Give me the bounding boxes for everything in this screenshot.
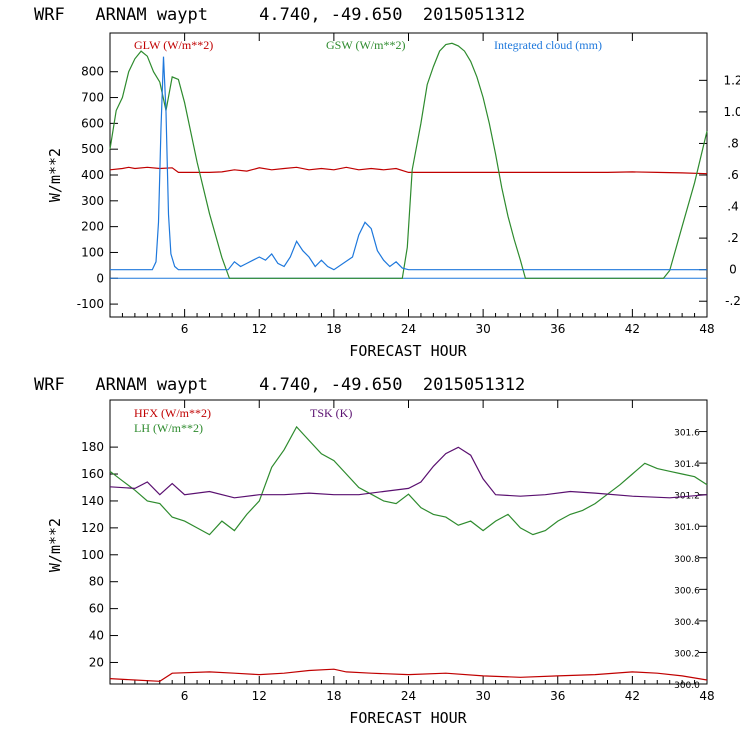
y2-tick-label: 300.2	[674, 649, 700, 659]
y-tick-label: 180	[81, 440, 104, 454]
x-tick-label: 36	[550, 689, 565, 703]
y2-tick-label: -.2	[725, 294, 740, 308]
y-ticks: 20 40 60 80 100 120 140 160 180	[81, 440, 118, 669]
panel-title: WRF ARNAM waypt 4.740, -49.650 201505131…	[34, 375, 525, 395]
x-tick-label: 6	[181, 689, 189, 703]
series-lines	[109, 42, 708, 279]
y-axis-label: W/m**2	[46, 518, 64, 572]
y-tick-label: 0	[96, 271, 104, 285]
y-tick-label: 500	[81, 142, 104, 156]
x-tick-label: 30	[475, 322, 490, 336]
series-line-gsw	[109, 42, 708, 279]
x-ticks: 6 12 18 24 30 36 42 48	[121, 400, 715, 703]
plot-frame	[109, 399, 708, 685]
series-line-integrated	[110, 56, 707, 271]
legend-lh: LH (W/m**2)	[134, 421, 203, 435]
y-tick-label: 600	[81, 116, 104, 130]
legend-tsk: TSK (K)	[310, 406, 352, 420]
flux-temperature-panel: WRF ARNAM waypt 4.740, -49.650 201505131…	[34, 375, 715, 727]
y2-tick-label: 300.6	[674, 586, 700, 596]
legend-hfx: HFX (W/m**2)	[134, 406, 211, 420]
x-tick-label: 48	[699, 689, 714, 703]
y2-tick-label: 1.0	[723, 105, 740, 119]
x-tick-label: 6	[181, 322, 189, 336]
plot-frame	[109, 32, 708, 318]
x-ticks: 6 12 18 24 30 36 42 48	[121, 33, 715, 336]
y-tick-label: 800	[81, 65, 104, 79]
y-tick-label: 120	[81, 521, 104, 535]
legend-gsw: GSW (W/m**2)	[326, 38, 405, 52]
x-tick-label: 18	[326, 689, 341, 703]
y-tick-label: 200	[81, 220, 104, 234]
y2-ticks: -.2 0 .2 .4 .6 .8 1.0 1.2	[699, 73, 740, 308]
y-tick-label: -100	[77, 297, 104, 311]
x-tick-label: 18	[326, 322, 341, 336]
y-tick-label: 160	[81, 467, 104, 481]
legend-glw: GLW (W/m**2)	[134, 38, 213, 52]
y2-tick-label: 300.8	[674, 555, 700, 565]
y2-tick-label: 301.6	[674, 429, 700, 439]
x-tick-label: 12	[252, 322, 267, 336]
y-tick-label: 100	[81, 548, 104, 562]
x-tick-label: 24	[401, 689, 416, 703]
x-tick-label: 42	[625, 689, 640, 703]
x-tick-label: 48	[699, 322, 714, 336]
y-tick-label: 100	[81, 245, 104, 259]
series-lines	[109, 425, 708, 682]
y2-tick-label: 0	[729, 263, 737, 277]
y-tick-label: 400	[81, 168, 104, 182]
y2-tick-label: 300.4	[674, 618, 700, 628]
y2-tick-label: 1.2	[723, 73, 740, 87]
series-line-glw	[109, 166, 708, 175]
x-tick-label: 12	[252, 689, 267, 703]
y-tick-label: 80	[89, 575, 104, 589]
x-axis-label: FORECAST HOUR	[349, 342, 467, 360]
y2-tick-label: 301.0	[674, 523, 700, 533]
y2-tick-label: .8	[727, 136, 738, 150]
y2-tick-label: 301.4	[674, 460, 700, 470]
y2-tick-label: .6	[727, 168, 738, 182]
y-tick-label: 300	[81, 194, 104, 208]
x-tick-label: 30	[475, 689, 490, 703]
y2-tick-label: .2	[727, 231, 738, 245]
x-tick-label: 24	[401, 322, 416, 336]
x-axis-label: FORECAST HOUR	[349, 709, 467, 727]
y2-tick-label: 300.0	[674, 681, 700, 691]
y-tick-label: 40	[89, 629, 104, 643]
x-tick-label: 36	[550, 322, 565, 336]
panel-title: WRF ARNAM waypt 4.740, -49.650 201505131…	[34, 5, 525, 25]
radiation-cloud-panel: WRF ARNAM waypt 4.740, -49.650 201505131…	[34, 5, 740, 360]
y2-tick-label: .4	[727, 200, 738, 214]
y-tick-label: 20	[89, 655, 104, 669]
y2-ticks: 300.0300.2300.4300.6300.8301.0301.2301.4…	[674, 429, 707, 691]
series-line-tsk	[109, 446, 708, 499]
y-tick-label: 60	[89, 602, 104, 616]
y-tick-label: 700	[81, 91, 104, 105]
legend-cloud: Integrated cloud (mm)	[494, 38, 602, 52]
y-axis-label: W/m**2	[46, 148, 64, 202]
y-ticks: -100 0 100 200 300 400 500 600 700 800	[77, 65, 118, 311]
x-tick-label: 42	[625, 322, 640, 336]
y-tick-label: 140	[81, 494, 104, 508]
series-line-lh	[109, 425, 708, 536]
series-line-hfx	[109, 668, 708, 682]
